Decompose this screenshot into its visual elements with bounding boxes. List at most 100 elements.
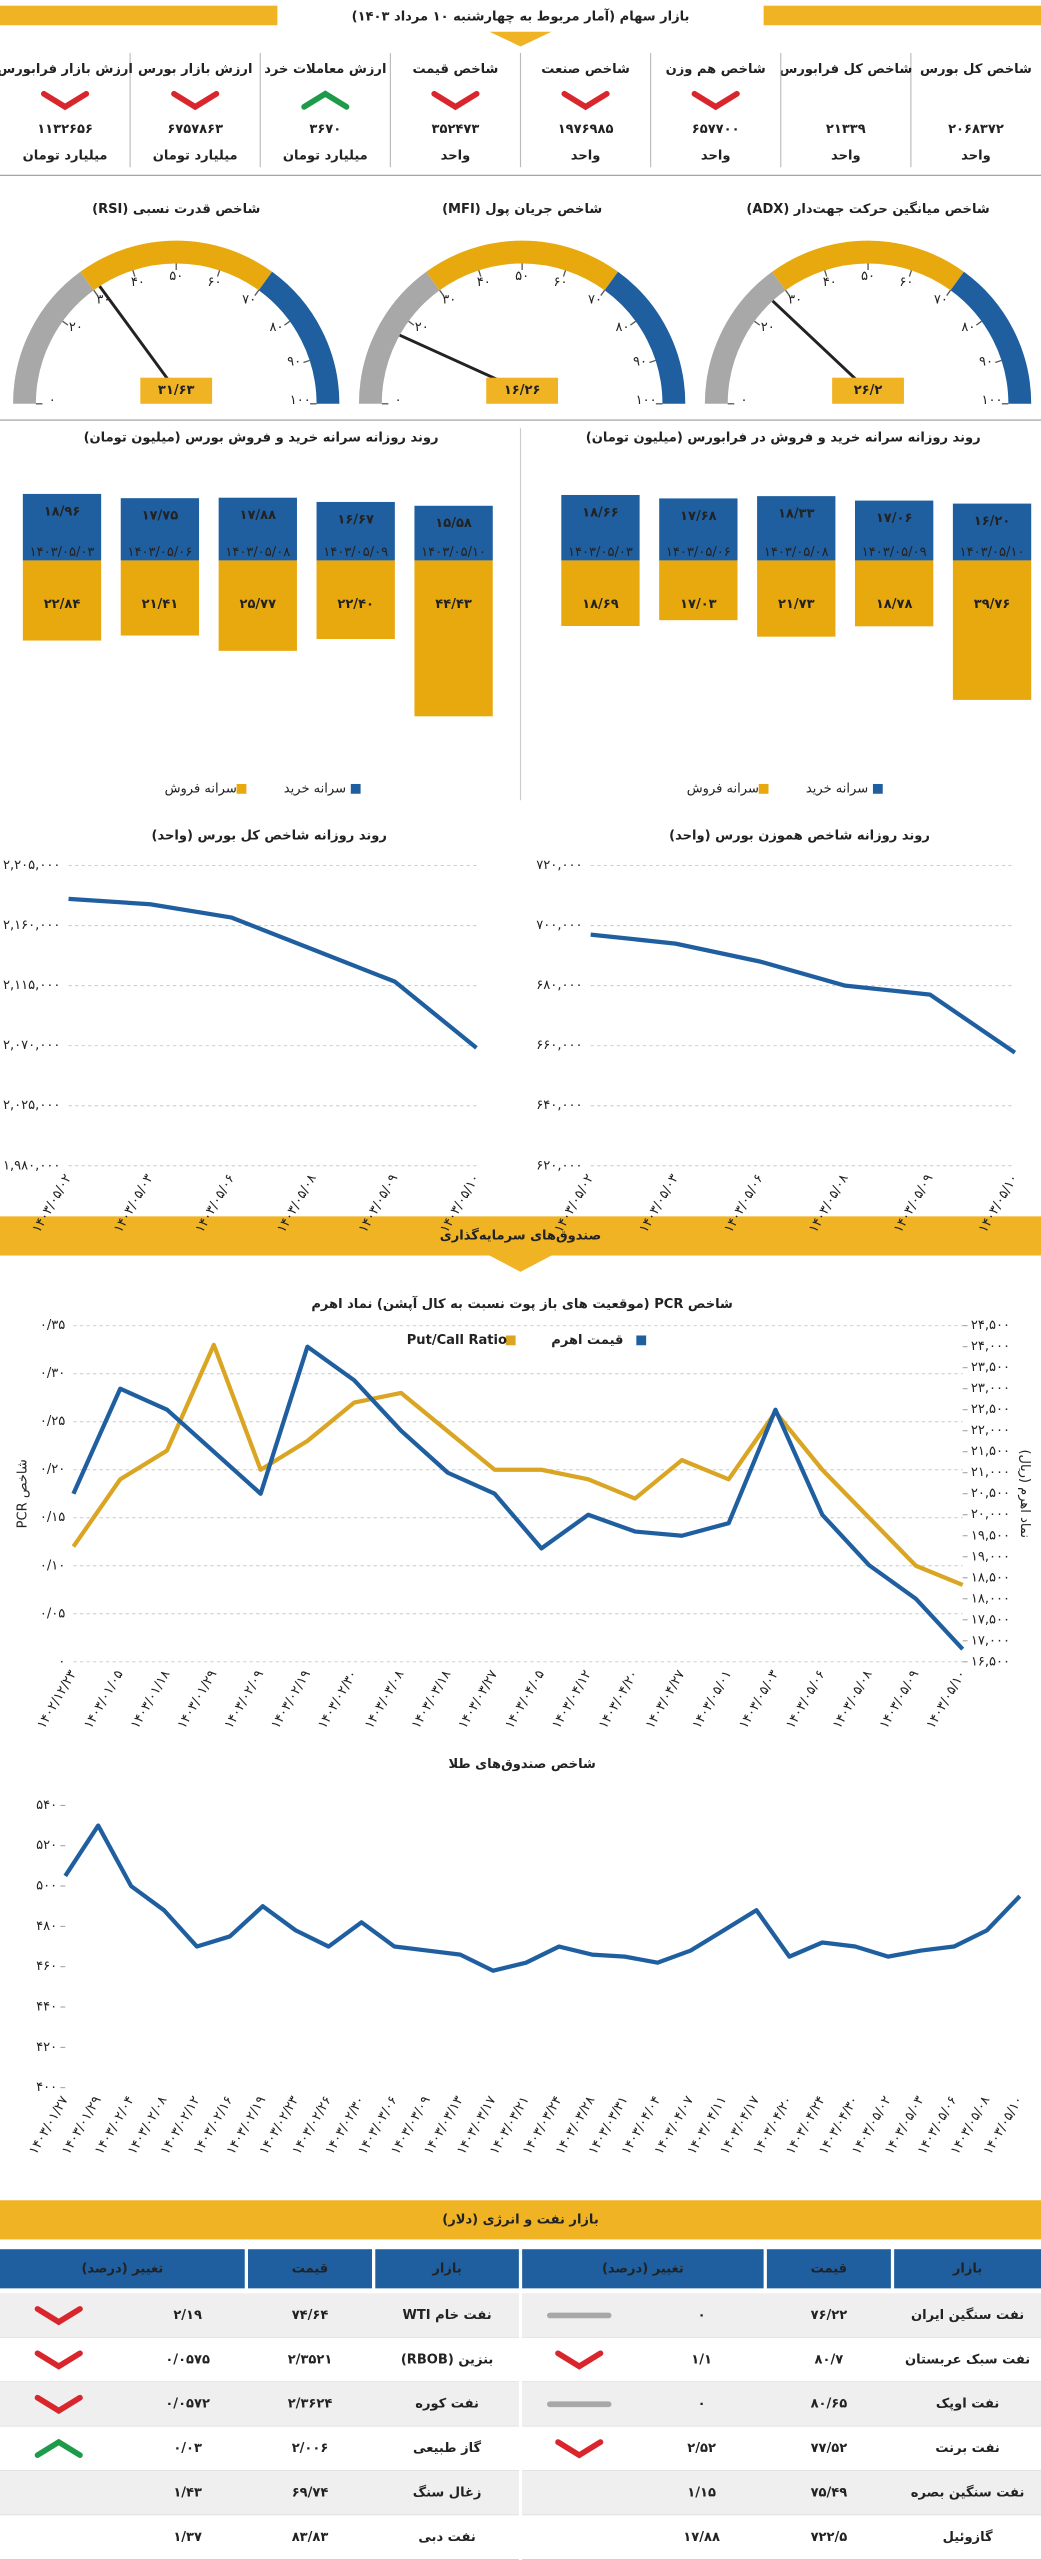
stat-value: ۲۰۶۸۳۷۲ <box>948 122 1004 137</box>
table-row <box>0 2515 519 2560</box>
stat-label: ارزش بازار فرابورس <box>0 62 133 77</box>
bar-value-label: ۲۱/۴۱ <box>142 597 179 612</box>
stat-label: شاخص قیمت <box>412 62 498 77</box>
gauge-tick-label: ۷۰ <box>588 293 602 308</box>
change: ۰/۰۵۷۲ <box>165 2397 210 2412</box>
bar <box>120 498 200 561</box>
table-row <box>0 2337 519 2383</box>
y2-tick-label: ۲۴,۰۰۰ <box>971 1339 1010 1354</box>
header-title: بازار سهام (آمار مربوط به چهارشنبه ۱۰ مر… <box>352 8 690 25</box>
y-tick-label: ۴۲۰ <box>36 2040 57 2055</box>
gauge-title: شاخص قدرت نسبی (RSI) <box>92 202 260 217</box>
price: ۷۲۲/۵ <box>811 2530 848 2545</box>
table-title: بازار نفت و انرژی (دلار) <box>442 2212 598 2227</box>
chart-title: روند روزانه شاخص هموزن بورس (واحد) <box>669 829 930 844</box>
table-header-label: بازار <box>952 2261 982 2276</box>
stat-unit: واحد <box>701 148 731 163</box>
change: ۱/۳۷ <box>173 2530 202 2545</box>
y-tick-label: ۲,۲۰۵,۰۰۰ <box>3 858 60 873</box>
header-notch <box>489 31 552 47</box>
trend-down-icon <box>34 2394 83 2415</box>
x-tick-label: ۱۴۰۳/۰۵/۰۸ <box>764 545 829 560</box>
x-tick-label: ۱۴۰۳/۰۵/۰۳ <box>568 545 633 560</box>
trend-down-icon <box>691 90 740 111</box>
gauge-tick-label: ۳۰ <box>442 293 456 308</box>
y-tick-label: ۷۲۰,۰۰۰ <box>536 858 582 873</box>
trend-up-icon <box>34 2438 83 2458</box>
stat-unit: میلیارد تومان <box>283 148 368 163</box>
table-header-label: تغییر (درصد) <box>602 2261 684 2276</box>
y-tick-label: ۴۶۰ <box>36 1959 57 1974</box>
legend-swatch <box>236 783 247 794</box>
change: ۱/۴۳ <box>173 2485 202 2500</box>
gauge-tick <box>303 359 310 364</box>
y-tick-label: ۴۸۰ <box>36 1919 57 1934</box>
gauge-band <box>950 271 1032 405</box>
change: ۱/۱ <box>691 2352 712 2367</box>
bar <box>120 560 200 636</box>
chart-title: روند روزانه شاخص کل بورس (واحد) <box>152 829 387 844</box>
y2-tick-label: ۲۳,۵۰۰ <box>971 1360 1010 1375</box>
gauge-tick <box>132 270 136 277</box>
bar <box>22 493 102 561</box>
y2-tick-label: ۲۱,۰۰۰ <box>971 1465 1010 1480</box>
trend-down-icon <box>34 2306 83 2326</box>
gauge-tick-label: ۱۰۰ <box>290 393 311 408</box>
bar <box>952 503 1032 561</box>
legend-label: سرانه خرید <box>284 781 346 796</box>
stat-value: ۳۵۲۴۷۳ <box>432 122 480 137</box>
market-name: نفت برنت <box>935 2441 999 2456</box>
gauge-band <box>426 240 619 291</box>
section-title: صندوق‌های سرمایه‌گذاری <box>440 1227 602 1243</box>
y2-tick-label: ۲۰,۵۰۰ <box>971 1486 1010 1501</box>
y-tick-label: ۲,۰۲۵,۰۰۰ <box>3 1098 60 1113</box>
gauge-tick-label: ۹۰ <box>979 355 993 370</box>
bar-value-label: ۲۲/۴۰ <box>337 597 374 612</box>
gauge-band <box>604 271 686 405</box>
change: ۰ <box>698 2397 706 2412</box>
y-tick-label: ۰/۲۰ <box>40 1462 65 1477</box>
bar <box>757 560 836 637</box>
gauge-band <box>772 240 964 291</box>
y-tick-label: ۶۲۰,۰۰۰ <box>536 1158 582 1173</box>
gauge-band <box>258 271 340 405</box>
legend-label: قیمت اهرم <box>551 1333 623 1348</box>
y-tick-label: ۷۰۰,۰۰۰ <box>536 918 582 933</box>
line-series <box>590 932 1017 1055</box>
gauge-tick-label: ۹۰ <box>287 355 301 370</box>
change: ۲/۱۹ <box>173 2308 202 2323</box>
bar-value-label: ۱۸/۷۸ <box>876 597 913 612</box>
change: ۲/۵۲ <box>687 2441 716 2456</box>
market-name: نفت سنگین ایران <box>911 2307 1024 2323</box>
gauge-tick <box>439 289 445 296</box>
bar <box>561 560 640 627</box>
gauge-tick-label: ۷۰ <box>242 293 256 308</box>
y-tick-label: ۲,۱۶۰,۰۰۰ <box>3 918 60 933</box>
y2-tick-label: ۱۸,۵۰۰ <box>971 1570 1010 1585</box>
bar <box>561 494 640 561</box>
table-header-label: قیمت <box>811 2261 847 2276</box>
gauge-needle <box>98 285 178 392</box>
table-row <box>0 2470 519 2516</box>
gauge-tick-label: ۱۰۰ <box>982 393 1003 408</box>
change: ۱۷/۸۸ <box>683 2530 720 2545</box>
y-tick-label: ۴۴۰ <box>36 2000 57 2015</box>
gauge-tick-label: ۹۰ <box>633 355 647 370</box>
gauge-band <box>13 271 94 405</box>
bar-value-label: ۱۷/۶۸ <box>680 509 717 524</box>
stat-label: ارزش بازار بورس <box>138 62 252 77</box>
bar <box>659 498 738 561</box>
gauge-band <box>80 240 273 291</box>
table-header-label: تغییر (درصد) <box>81 2261 163 2276</box>
bar <box>414 505 493 561</box>
market-name: نفت اوپک <box>936 2397 999 2412</box>
market-name: نفت خام WTI <box>402 2308 491 2323</box>
bar <box>22 560 102 641</box>
legend-swatch <box>350 783 361 794</box>
table-row <box>522 2515 1041 2560</box>
bar-value-label: ۱۸/۳۳ <box>778 507 815 522</box>
bar-value-label: ۲۲/۸۴ <box>44 597 81 612</box>
market-name: زغال سنگ <box>413 2484 482 2500</box>
